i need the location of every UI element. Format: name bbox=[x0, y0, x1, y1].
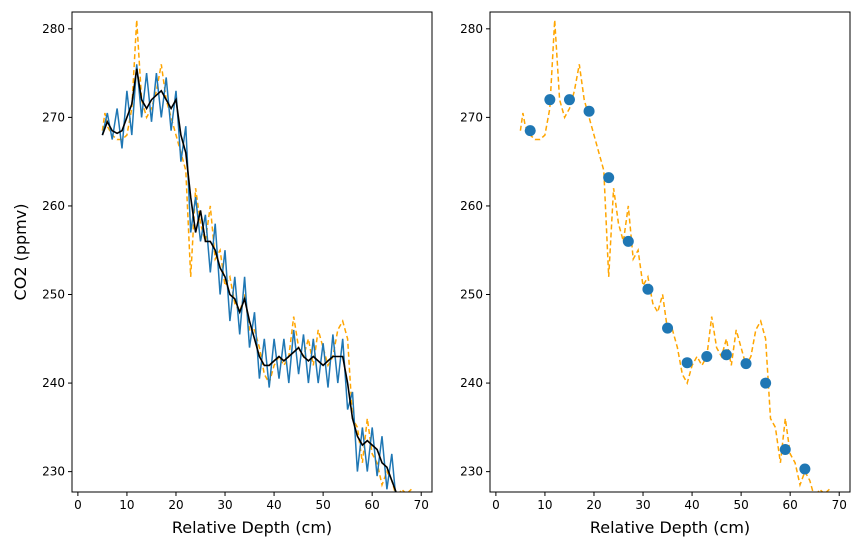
y-tick-label: 260 bbox=[460, 199, 483, 213]
y-tick-label: 250 bbox=[42, 288, 65, 302]
y-tick-label: 280 bbox=[460, 22, 483, 36]
axes-frame bbox=[489, 11, 851, 493]
point bbox=[642, 283, 654, 295]
point bbox=[622, 235, 634, 247]
point bbox=[779, 443, 791, 455]
point bbox=[524, 125, 536, 137]
y-tick-label: 240 bbox=[460, 376, 483, 390]
y-tick-label: 260 bbox=[42, 199, 65, 213]
point bbox=[740, 358, 752, 370]
x-axis-label: Relative Depth (cm) bbox=[590, 518, 750, 537]
plot-area bbox=[101, 19, 412, 492]
x-tick-label: 30 bbox=[217, 498, 232, 512]
point bbox=[603, 172, 615, 184]
point bbox=[760, 377, 772, 389]
x-axis-label: Relative Depth (cm) bbox=[172, 518, 332, 537]
x-tick-label: 20 bbox=[168, 498, 183, 512]
x-tick-label: 60 bbox=[783, 498, 798, 512]
y-tick-label: 230 bbox=[460, 465, 483, 479]
x-tick-label: 0 bbox=[74, 498, 82, 512]
x-tick-label: 60 bbox=[365, 498, 380, 512]
x-tick-label: 70 bbox=[414, 498, 429, 512]
x-tick-label: 40 bbox=[684, 498, 699, 512]
y-tick-label: 270 bbox=[42, 110, 65, 124]
x-tick-label: 20 bbox=[586, 498, 601, 512]
x-tick-label: 70 bbox=[832, 498, 847, 512]
y-tick-label: 240 bbox=[42, 376, 65, 390]
x-tick-label: 40 bbox=[266, 498, 281, 512]
point bbox=[583, 105, 595, 117]
line bbox=[519, 19, 830, 492]
plot-area bbox=[519, 19, 830, 492]
point bbox=[720, 349, 732, 361]
line bbox=[101, 64, 397, 492]
x-tick-label: 10 bbox=[119, 498, 134, 512]
x-tick-label: 10 bbox=[537, 498, 552, 512]
x-tick-label: 50 bbox=[733, 498, 748, 512]
y-tick-label: 280 bbox=[42, 22, 65, 36]
x-tick-label: 50 bbox=[315, 498, 330, 512]
y-tick-label: 250 bbox=[460, 288, 483, 302]
y-axis-label: CO2 (ppmv) bbox=[11, 204, 30, 301]
line bbox=[101, 68, 397, 492]
point bbox=[799, 463, 811, 475]
x-tick-label: 30 bbox=[635, 498, 650, 512]
point bbox=[544, 94, 556, 106]
y-tick-label: 270 bbox=[460, 110, 483, 124]
point bbox=[701, 351, 713, 363]
point bbox=[662, 322, 674, 334]
x-tick-label: 0 bbox=[492, 498, 500, 512]
axes-frame bbox=[71, 11, 433, 493]
point bbox=[681, 357, 693, 369]
point bbox=[563, 94, 575, 106]
y-tick-label: 230 bbox=[42, 465, 65, 479]
